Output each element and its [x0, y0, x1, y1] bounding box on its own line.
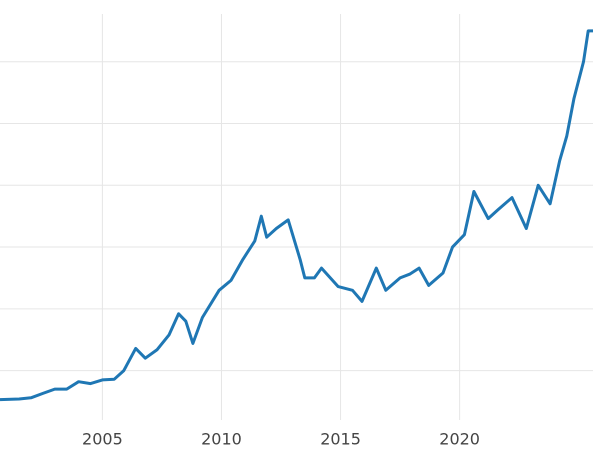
x-tick-label: 2020 — [439, 430, 480, 449]
x-tick-label: 2010 — [201, 430, 242, 449]
x-tick-label: 2005 — [82, 430, 123, 449]
line — [0, 29, 593, 402]
x-tick-label: 2015 — [320, 430, 361, 449]
